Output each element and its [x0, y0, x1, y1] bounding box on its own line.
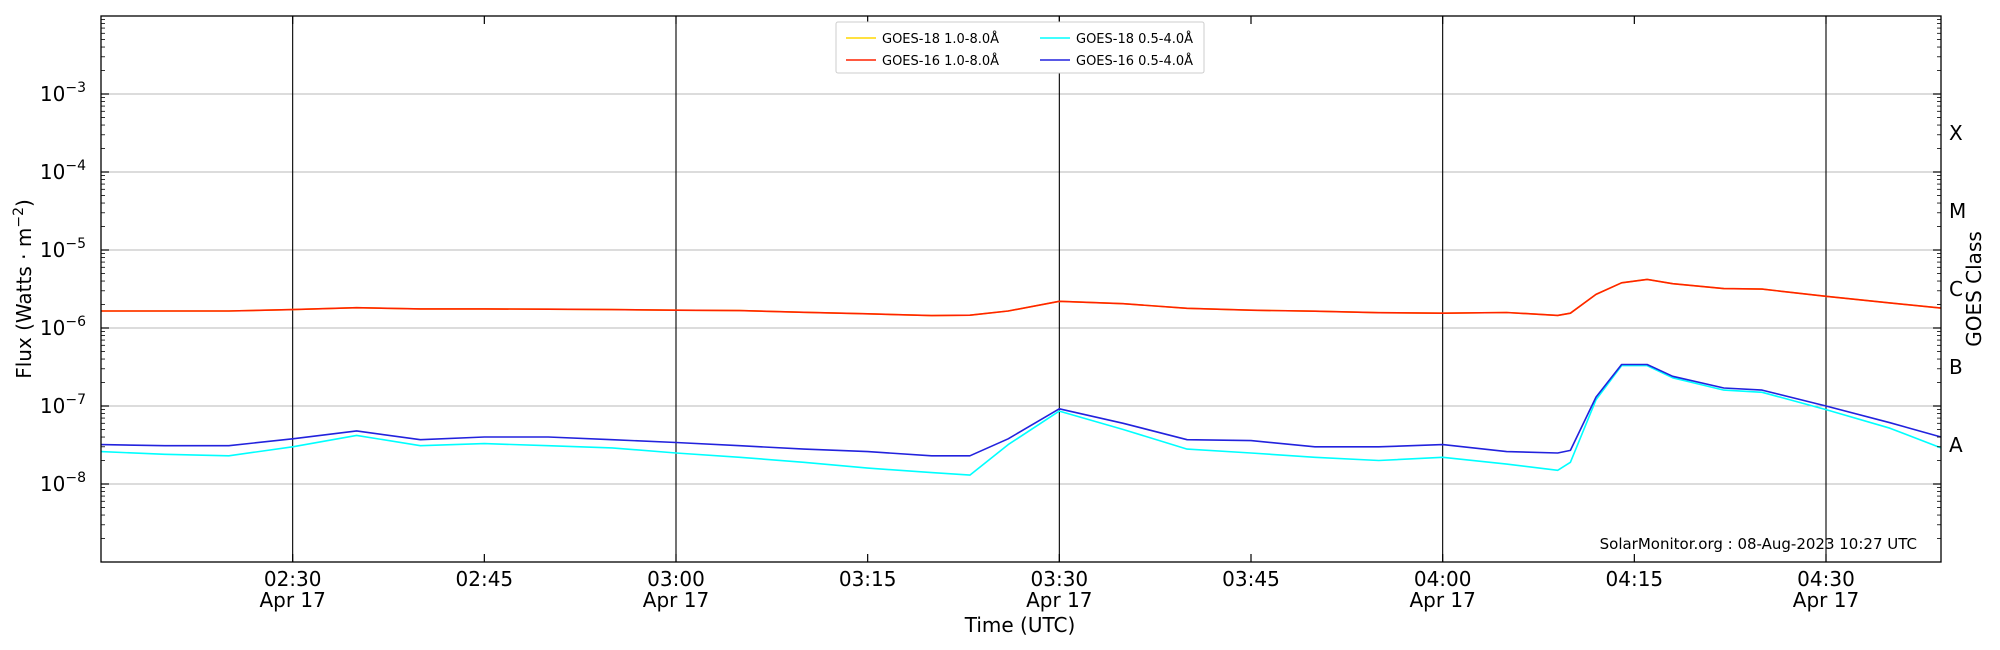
x-tick-label-time: 02:30	[264, 567, 322, 591]
series-layer	[100, 278, 1942, 476]
legend-label: GOES-16 1.0-8.0Å	[882, 53, 999, 69]
x-tick-label-date: Apr 17	[1793, 588, 1859, 612]
plot-frame	[100, 15, 1942, 563]
y-tick-label: 10−5	[40, 236, 86, 262]
y-tick-exponent: −3	[65, 80, 86, 96]
y-tick-base: 10	[40, 82, 65, 106]
legend-label: GOES-18 1.0-8.0Å	[882, 31, 999, 47]
grid-layer	[101, 93, 1941, 485]
goes-class-label: X	[1949, 121, 1963, 145]
goes-class-axis-title: GOES Class	[1962, 231, 1986, 347]
x-tick-label-time: 03:00	[647, 567, 705, 591]
y-axis-title-main: Flux (Watts · m	[12, 228, 36, 379]
credit-text: SolarMonitor.org : 08-Aug-2023 10:27 UTC	[1600, 535, 1917, 553]
legend-label: GOES-18 0.5-4.0Å	[1076, 31, 1193, 47]
y-axis-title-close: )	[12, 199, 36, 207]
x-tick-label-date: Apr 17	[1026, 588, 1092, 612]
x-tick-label-time: 03:15	[839, 567, 897, 591]
time-marker-layer	[292, 16, 1827, 562]
y-tick-exponent: −8	[65, 470, 86, 486]
x-tick-label-date: Apr 17	[1409, 588, 1475, 612]
x-tick-label-time: 04:00	[1414, 567, 1472, 591]
goes-class-label: M	[1949, 199, 1966, 223]
goes-class-label: A	[1949, 433, 1963, 457]
y-tick-base: 10	[40, 472, 65, 496]
x-tick-label-time: 04:15	[1606, 567, 1664, 591]
y-tick-label: 10−6	[40, 314, 86, 340]
x-tick-label-time: 03:30	[1031, 567, 1089, 591]
y-tick-exponent: −5	[65, 236, 86, 252]
y-axis-title-sup: −2	[11, 207, 27, 228]
y-tick-exponent: −6	[65, 314, 86, 330]
y-tick-base: 10	[40, 394, 65, 418]
x-tick-label-date: Apr 17	[259, 588, 325, 612]
series-line-2	[100, 364, 1942, 476]
goes-class-label: C	[1949, 277, 1963, 301]
series-line-1	[101, 278, 1942, 317]
y-tick-exponent: −7	[65, 392, 86, 408]
legend-box	[835, 21, 1205, 74]
y-tick-base: 10	[40, 160, 65, 184]
y-axis-title: Flux (Watts · m−2)	[11, 199, 36, 379]
x-axis-title: Time (UTC)	[964, 613, 1076, 637]
legend-label: GOES-16 0.5-4.0Å	[1076, 53, 1193, 69]
y-tick-label: 10−8	[40, 470, 86, 496]
y-tick-label: 10−3	[40, 80, 86, 106]
y-tick-label: 10−7	[40, 392, 86, 418]
y-tick-exponent: −4	[65, 158, 86, 174]
series-line-3	[100, 363, 1942, 457]
y-tick-base: 10	[40, 316, 65, 340]
legend: GOES-18 1.0-8.0Å GOES-16 1.0-8.0Å GOES-18 …	[835, 21, 1205, 74]
x-tick-label-date: Apr 17	[643, 588, 709, 612]
x-tick-label-time: 03:45	[1222, 567, 1280, 591]
x-tick-label-time: 02:45	[456, 567, 514, 591]
goes-class-label: B	[1949, 355, 1963, 379]
y-tick-label: 10−4	[40, 158, 86, 184]
y-tick-base: 10	[40, 238, 65, 262]
x-tick-label-time: 04:30	[1797, 567, 1855, 591]
